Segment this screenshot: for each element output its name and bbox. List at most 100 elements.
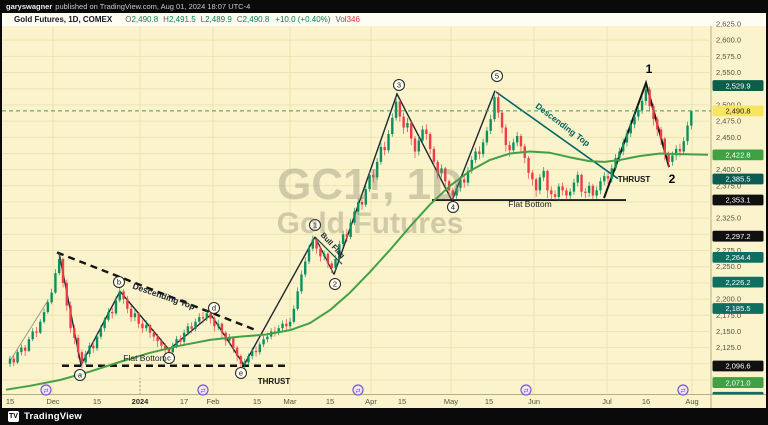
time-axis-label: Mar [284,397,297,406]
candle-body [8,358,12,364]
price-badge-text: 2,422.8 [725,151,750,160]
candle-body [247,356,250,363]
candle-body [277,328,280,333]
candle-body [103,319,106,329]
publisher-username[interactable]: garyswagner [6,2,53,11]
candle-body [406,123,409,128]
time-axis-label: 15 [6,397,14,406]
time-axis-label: 2024 [132,397,150,406]
annotation-text[interactable]: Flat Bottom [123,353,166,363]
contract-switch-marker[interactable]: ⇄ [520,384,532,396]
contract-switch-marker[interactable]: ⇄ [197,384,209,396]
wave-label-5[interactable]: 5 [491,70,503,82]
change-value: +10.0 (+0.40%) [275,15,331,24]
time-axis-label: Apr [365,397,377,406]
candle-body [546,170,549,191]
close-label: C [236,15,243,24]
low-label: L [200,15,206,24]
candle-body [519,135,523,147]
wave-label-a[interactable]: a [74,369,86,381]
time-axis[interactable]: 15 Dec 15 2024 17 Feb 15 Mar 15 Apr 15 May 15 Jun Jul 1… [6,397,699,406]
header-strip-bg [2,13,766,26]
candle-body [489,119,492,131]
volume-label: Vol [335,15,347,24]
candle-body [201,317,205,319]
annotation-text[interactable]: THRUST [258,377,291,386]
candle-body [69,305,72,329]
bull-flag-upper[interactable] [314,236,343,265]
price-badge-text: 2,048.2 [725,393,750,402]
time-axis-label: 16 [642,397,650,406]
contract-switch-marker[interactable]: ⇄ [677,384,689,396]
price-level-badge: 2,353.1 [712,194,764,206]
candle-body [46,302,50,313]
candle-body [190,326,193,329]
candle-body [163,345,167,350]
price-axis[interactable]: 2,625.0 2,600.0 2,575.0 2,550.0 2,500.0 2,475… [716,20,741,353]
annotation-text[interactable]: THRUST [618,175,651,184]
time-axis-label: Jul [602,397,612,406]
marker-circle-icon [197,384,209,396]
contract-switch-marker[interactable]: ⇄ [352,384,364,396]
candle-body [341,234,345,245]
price-badge-text: 2,226.2 [725,278,750,287]
wave-label-c[interactable]: c [163,352,175,364]
candle-body [326,253,330,264]
wave-label-4[interactable]: 4 [447,201,459,213]
wave-label-d[interactable]: d [208,302,220,314]
moving-average-line[interactable] [5,150,709,391]
price-axis-label: 2,625.0 [716,20,741,29]
candle-body [160,341,163,346]
candle-body [118,291,121,301]
candle-body [402,116,405,128]
time-axis-label: 17 [180,397,188,406]
candle-body [16,352,19,363]
candle-body [368,174,371,190]
wave-label-1[interactable]: 1 [309,219,321,231]
candle-body [432,148,436,162]
candle-body [614,157,617,169]
candle-body [599,181,602,191]
candle-body [667,153,670,162]
candle-body [39,321,42,333]
contract-switch-marker[interactable]: ⇄ [40,384,52,396]
high-label: H [163,15,169,24]
right-descending-top-line[interactable] [495,91,619,180]
annotation-text[interactable]: 2 [669,172,676,186]
wave-label-text: 3 [397,81,401,90]
symbol-title[interactable]: Gold Futures, 1D, COMEX [14,15,113,24]
candle-body [463,179,466,183]
wave-label-e[interactable]: e [235,367,247,379]
early-trendline[interactable] [8,300,49,363]
wave-label-b[interactable]: b [113,276,125,288]
price-level-badge: 2,226.2 [712,276,764,288]
candle-body [508,145,511,151]
price-axis-label: 2,325.0 [716,214,741,223]
candle-body [682,141,685,152]
price-axis-label: 2,125.0 [716,343,741,352]
candle-body [493,97,496,120]
candle-body [674,148,678,156]
annotation-text[interactable]: 1 [646,62,653,76]
candle-body [550,190,553,195]
candle-body [561,186,564,191]
candle-body [576,174,579,183]
wave-label-circle [329,278,341,290]
candle-body [107,312,110,320]
candle-body [621,142,625,152]
annotation-text[interactable]: Flat Bottom [508,199,551,209]
wave-label-circle [235,367,247,379]
candle-body [553,194,557,197]
wave-label-2[interactable]: 2 [329,278,341,290]
candle-body [194,321,197,329]
candle-body [410,123,413,139]
mid-wave-line[interactable] [333,90,496,275]
wave-label-3[interactable]: 3 [393,79,405,91]
candle-body [610,168,614,179]
tradingview-brand-link[interactable]: TradingView [24,411,82,422]
price-axis-label: 2,175.0 [716,311,741,320]
candle-body [497,97,500,113]
candle-body [228,337,231,341]
tradingview-logo-icon[interactable]: TV [8,411,19,422]
